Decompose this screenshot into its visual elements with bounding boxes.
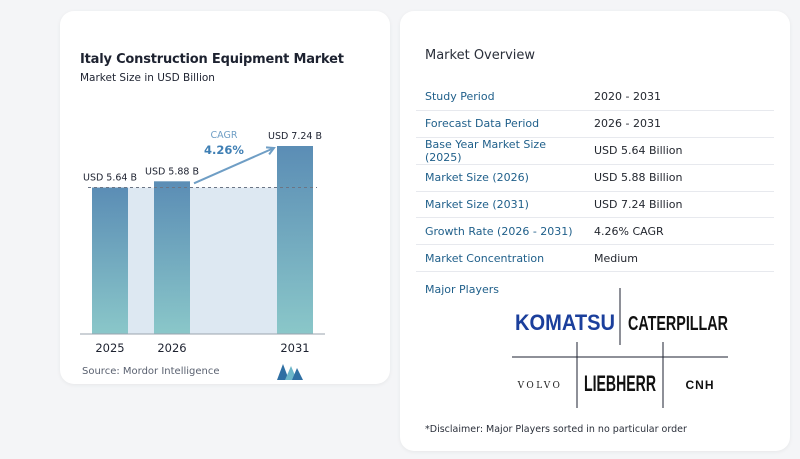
row-value: 4.26% CAGR <box>594 224 664 238</box>
overview-table: Study Period 2020 - 2031 Forecast Data P… <box>416 84 774 273</box>
cagr-label: CAGR <box>211 130 238 141</box>
cnh-logo: CNH <box>686 378 715 392</box>
overview-row-size-2031: Market Size (2031) USD 7.24 Billion <box>416 192 774 219</box>
row-key: Forecast Data Period <box>425 117 540 131</box>
row-value: 2026 - 2031 <box>594 117 661 131</box>
row-value: USD 5.88 Billion <box>594 171 683 185</box>
chart-subtitle: Market Size in USD Billion <box>80 72 215 84</box>
cagr-value: 4.26% <box>204 143 244 157</box>
row-key: Market Size (2031) <box>425 198 529 211</box>
chart-title: Italy Construction Equipment Market <box>80 52 344 67</box>
row-value: Medium <box>594 251 638 265</box>
cagr-arrow-head <box>265 146 276 155</box>
overview-row-size-2026: Market Size (2026) USD 5.88 Billion <box>416 165 774 192</box>
overview-row-concentration: Market Concentration Medium <box>416 245 774 273</box>
row-key: Base Year Market Size (2025) <box>425 137 546 164</box>
bar-2026 <box>154 181 190 334</box>
overview-row-base-year: Base Year Market Size (2025) USD 5.64 Bi… <box>416 138 774 165</box>
row-value: USD 7.24 Billion <box>594 198 683 211</box>
cagr-arrow <box>193 147 275 185</box>
major-players-label: Major Players <box>425 283 499 296</box>
komatsu-logo: KOMATSU <box>515 310 615 335</box>
overview-row-forecast-period: Forecast Data Period 2026 - 2031 <box>416 111 774 138</box>
value-label-2026: USD 5.88 B <box>145 166 199 177</box>
row-key: Growth Rate (2026 - 2031) <box>425 224 573 238</box>
liebherr-logo: LIEBHERR <box>584 371 656 396</box>
value-label-2025: USD 5.64 B <box>83 173 137 184</box>
x-tick-2031: 2031 <box>280 341 309 355</box>
bar-2031 <box>277 146 313 334</box>
row-value: USD 5.64 Billion <box>594 144 683 158</box>
overview-row-study-period: Study Period 2020 - 2031 <box>416 84 774 111</box>
caterpillar-logo: CATERPILLAR <box>628 313 728 335</box>
mordor-logo-icon <box>277 364 303 380</box>
row-key: Study Period <box>425 90 495 104</box>
overview-row-growth-rate: Growth Rate (2026 - 2031) 4.26% CAGR <box>416 218 774 246</box>
bar-2025 <box>92 187 128 334</box>
row-key: Market Size (2026) <box>425 171 529 185</box>
overview-card <box>400 11 790 451</box>
cagr-annotation: CAGR 4.26% <box>193 130 276 185</box>
volvo-logo: VOLVO <box>517 381 563 391</box>
overview-title: Market Overview <box>425 48 536 63</box>
row-value: 2020 - 2031 <box>594 90 661 104</box>
source-label: Source: Mordor Intelligence <box>82 366 220 377</box>
x-tick-2026: 2026 <box>157 341 186 355</box>
disclaimer: *Disclaimer: Major Players sorted in no … <box>425 424 687 435</box>
row-key: Market Concentration <box>425 251 545 265</box>
x-tick-2025: 2025 <box>95 341 124 355</box>
value-label-2031: USD 7.24 B <box>268 131 322 142</box>
